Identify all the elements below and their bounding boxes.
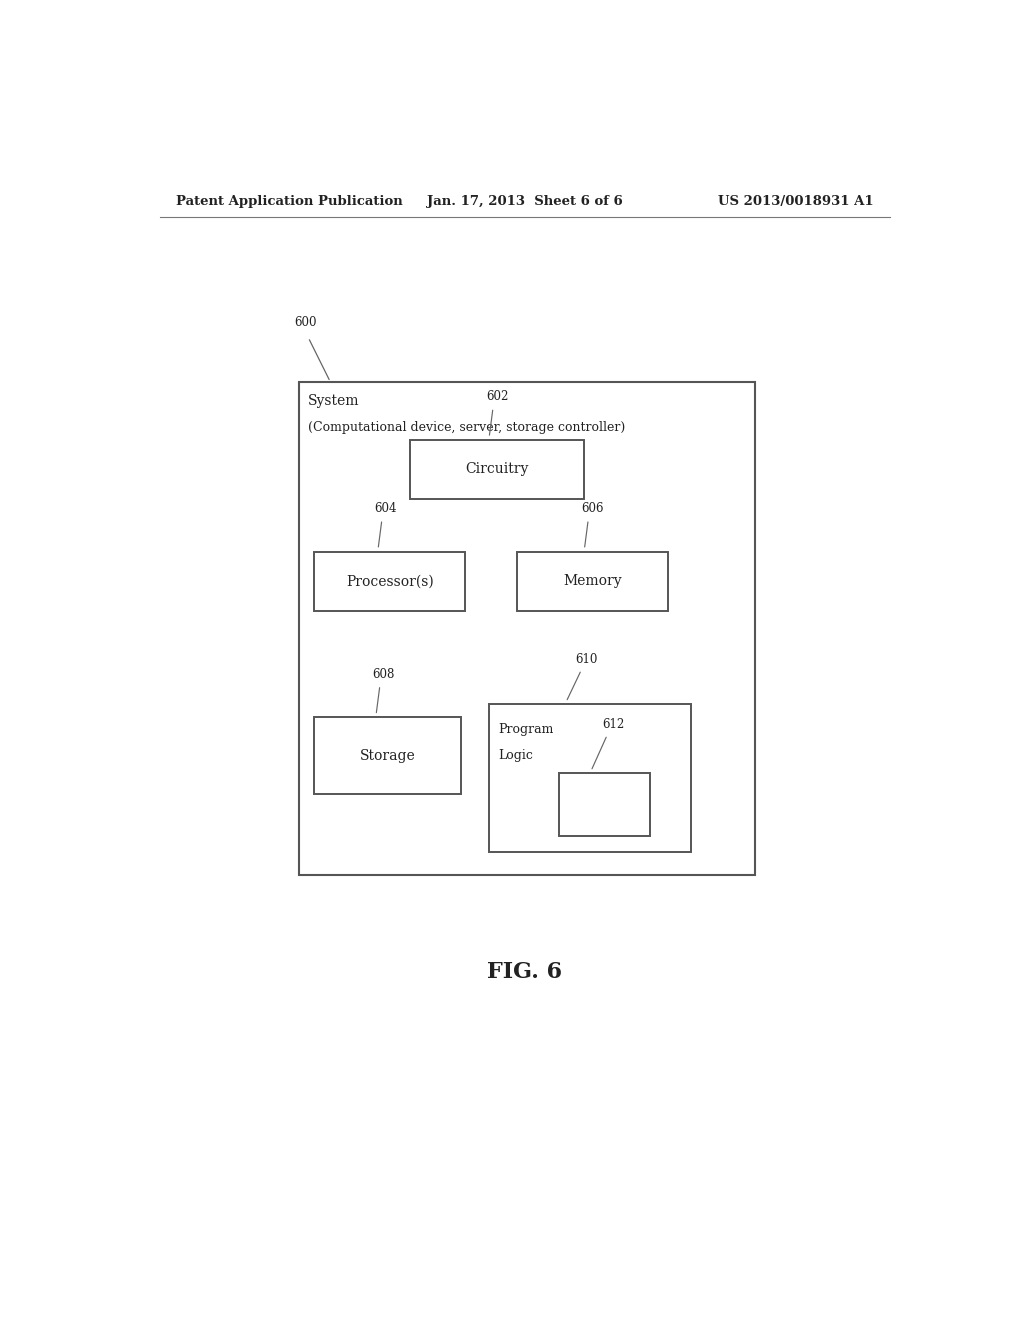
Text: 602: 602	[485, 391, 508, 404]
Text: FIG. 6: FIG. 6	[487, 961, 562, 982]
Text: Program: Program	[499, 722, 554, 735]
Text: 610: 610	[575, 652, 597, 665]
Bar	[314, 718, 461, 793]
Text: Jan. 17, 2013  Sheet 6 of 6: Jan. 17, 2013 Sheet 6 of 6	[427, 194, 623, 207]
Text: Storage: Storage	[360, 748, 416, 763]
Text: Logic: Logic	[499, 748, 534, 762]
Text: 604: 604	[375, 502, 397, 515]
Text: Circuitry: Circuitry	[465, 462, 528, 477]
Bar	[489, 704, 691, 851]
Bar	[314, 552, 465, 611]
Bar	[299, 381, 755, 875]
Text: Code: Code	[587, 797, 623, 812]
Bar	[559, 774, 650, 837]
Text: System: System	[308, 395, 359, 408]
Text: US 2013/0018931 A1: US 2013/0018931 A1	[719, 194, 873, 207]
Text: Patent Application Publication: Patent Application Publication	[176, 194, 402, 207]
Text: Processor(s): Processor(s)	[346, 574, 434, 589]
Text: 600: 600	[295, 317, 317, 329]
Text: 612: 612	[602, 718, 625, 731]
Text: (Computational device, server, storage controller): (Computational device, server, storage c…	[308, 421, 626, 434]
Bar	[410, 440, 585, 499]
Text: 608: 608	[373, 668, 395, 681]
Text: 606: 606	[581, 502, 603, 515]
Bar	[517, 552, 668, 611]
Text: Memory: Memory	[563, 574, 622, 589]
